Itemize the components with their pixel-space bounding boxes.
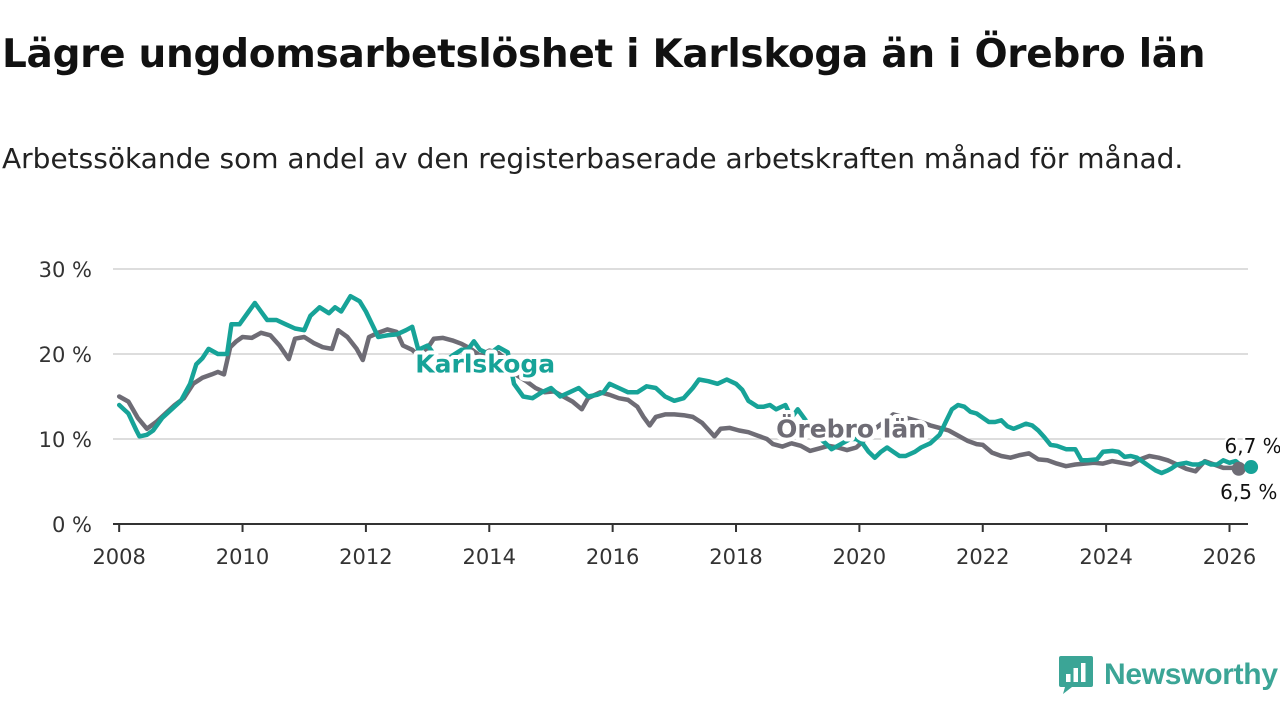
- x-tick-label: 2012: [339, 545, 392, 569]
- end-value-label-karlskoga: 6,7 %: [1224, 434, 1280, 458]
- series-line-rebro-l-n: [116, 327, 1241, 474]
- x-tick-label: 2016: [586, 545, 639, 569]
- end-point-marker: [1244, 460, 1259, 475]
- brand-name: Newsworthy: [1104, 658, 1278, 691]
- x-tick-label: 2008: [92, 545, 145, 569]
- series-label-karlskoga: Karlskoga: [415, 350, 555, 379]
- chart-subtitle: Arbetssökande som andel av den registerb…: [2, 142, 1184, 175]
- end-point-marker: [1231, 461, 1246, 476]
- chart-title: Lägre ungdomsarbetslöshet i Karlskoga än…: [2, 32, 1206, 77]
- x-tick-label: 2022: [956, 545, 1009, 569]
- x-tick-label: 2024: [1079, 545, 1132, 569]
- y-tick-label: 10 %: [39, 428, 92, 452]
- x-tick-label: 2020: [833, 545, 886, 569]
- x-tick-label: 2014: [463, 545, 516, 569]
- x-tick-label: 2010: [216, 545, 269, 569]
- series-line-karlskoga: [116, 293, 1254, 476]
- y-tick-label: 20 %: [39, 343, 92, 367]
- newsworthy-icon: [1059, 656, 1093, 694]
- x-tick-label: 2018: [709, 545, 762, 569]
- x-tick-label: 2026: [1203, 545, 1256, 569]
- newsworthy-logo: Newsworthy: [1058, 654, 1278, 696]
- series-label-rebro-l-n: Örebro län: [776, 413, 926, 443]
- y-tick-label: 30 %: [39, 258, 92, 282]
- end-value-label-orebro: 6,5 %: [1220, 480, 1277, 504]
- y-tick-label: 0 %: [52, 513, 92, 537]
